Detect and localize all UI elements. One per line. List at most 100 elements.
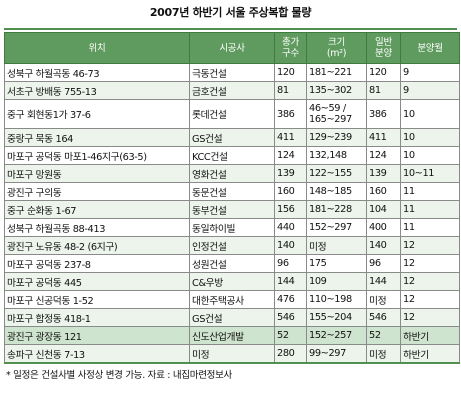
cell-builder: 대한주택공사 bbox=[189, 290, 275, 309]
cell-builder: KCC건설 bbox=[189, 146, 275, 165]
cell-general: 124 bbox=[366, 146, 401, 165]
cell-general: 96 bbox=[366, 254, 401, 273]
cell-total: 476 bbox=[274, 290, 307, 309]
table-row: 마포구 신공덕동 1-52 대한주택공사 476 110~198 미정 12 bbox=[4, 290, 460, 309]
cell-location: 성북구 하월곡동 46-73 bbox=[4, 63, 190, 82]
cell-location: 마포구 망원동 bbox=[4, 164, 190, 183]
cell-month: 11 bbox=[400, 182, 460, 201]
cell-location: 광진구 광장동 121 bbox=[4, 326, 190, 345]
table-row: 광진구 노유동 48-2 (6지구) 인정건설 140 미정 140 12 bbox=[4, 236, 460, 255]
cell-builder: 동부건설 bbox=[189, 200, 275, 219]
table-row: 마포구 공덕동 237-8 성원건설 96 175 96 12 bbox=[4, 254, 460, 273]
cell-month: 10~11 bbox=[400, 164, 460, 183]
table-header-row: 위치 시공사 총가 구수 크기 (m²) 일반 분양 분양월 bbox=[4, 32, 460, 64]
cell-builder: 동일하이빌 bbox=[189, 218, 275, 237]
header-size: 크기 (m²) bbox=[306, 32, 367, 64]
table-row: 서초구 방배동 755-13 금호건설 81 135~302 81 9 bbox=[4, 81, 460, 100]
cell-total: 139 bbox=[274, 164, 307, 183]
cell-month: 9 bbox=[400, 63, 460, 82]
cell-builder: 극동건설 bbox=[189, 63, 275, 82]
cell-month: 10 bbox=[400, 146, 460, 165]
cell-month: 12 bbox=[400, 254, 460, 273]
cell-general: 81 bbox=[366, 81, 401, 100]
cell-location: 마포구 공덕동 마포1-46지구(63-5) bbox=[4, 146, 190, 165]
cell-builder: 동문건설 bbox=[189, 182, 275, 201]
table-row: 성북구 하월곡동 46-73 극동건설 120 181~221 120 9 bbox=[4, 63, 460, 82]
cell-total: 411 bbox=[274, 128, 307, 147]
cell-general: 미정 bbox=[366, 290, 401, 309]
cell-builder: 신도산업개발 bbox=[189, 326, 275, 345]
table-row: 광진구 구의동 동문건설 160 148~185 160 11 bbox=[4, 182, 460, 201]
header-general-sale: 일반 분양 bbox=[366, 32, 401, 64]
table-row: 마포구 공덕동 445 C&우방 144 109 144 12 bbox=[4, 272, 460, 291]
cell-month: 9 bbox=[400, 81, 460, 100]
cell-general: 160 bbox=[366, 182, 401, 201]
cell-total: 160 bbox=[274, 182, 307, 201]
cell-size: 109 bbox=[306, 272, 367, 291]
cell-total: 440 bbox=[274, 218, 307, 237]
cell-location: 마포구 공덕동 445 bbox=[4, 272, 190, 291]
cell-general: 144 bbox=[366, 272, 401, 291]
cell-month: 12 bbox=[400, 290, 460, 309]
cell-total: 120 bbox=[274, 63, 307, 82]
cell-size: 155~204 bbox=[306, 308, 367, 327]
cell-size: 175 bbox=[306, 254, 367, 273]
cell-total: 144 bbox=[274, 272, 307, 291]
cell-total: 280 bbox=[274, 344, 307, 364]
table-row: 성북구 하월곡동 88-413 동일하이빌 440 152~297 400 11 bbox=[4, 218, 460, 237]
table-row: 마포구 합정동 418-1 GS건설 546 155~204 546 12 bbox=[4, 308, 460, 327]
header-sale-month: 분양월 bbox=[400, 32, 460, 64]
cell-size: 132,148 bbox=[306, 146, 367, 165]
cell-general: 546 bbox=[366, 308, 401, 327]
table-row: 송파구 신천동 7-13 미정 280 99~297 미정 하반기 bbox=[4, 344, 460, 364]
cell-total: 140 bbox=[274, 236, 307, 255]
table-row: 마포구 공덕동 마포1-46지구(63-5) KCC건설 124 132,148 124… bbox=[4, 146, 460, 165]
cell-size: 46~59 /165~297 bbox=[306, 99, 367, 129]
cell-builder: GS건설 bbox=[189, 308, 275, 327]
table-row: 중구 회현동1가 37-6 롯데건설 386 46~59 /165~297 386 10 bbox=[4, 99, 460, 129]
cell-month: 10 bbox=[400, 128, 460, 147]
cell-location: 중랑구 묵동 164 bbox=[4, 128, 190, 147]
cell-location: 마포구 신공덕동 1-52 bbox=[4, 290, 190, 309]
cell-size: 181~221 bbox=[306, 63, 367, 82]
cell-total: 96 bbox=[274, 254, 307, 273]
cell-size: 110~198 bbox=[306, 290, 367, 309]
cell-month: 11 bbox=[400, 200, 460, 219]
cell-general: 139 bbox=[366, 164, 401, 183]
cell-size: 122~155 bbox=[306, 164, 367, 183]
cell-location: 마포구 합정동 418-1 bbox=[4, 308, 190, 327]
title-divider bbox=[4, 28, 457, 30]
supply-table: 위치 시공사 총가 구수 크기 (m²) 일반 분양 분양월 성북구 하월곡동 46-… bbox=[4, 32, 460, 364]
table-row: 중랑구 묵동 164 GS건설 411 129~239 411 10 bbox=[4, 128, 460, 147]
table-row: 중구 순화동 1-67 동부건설 156 181~228 104 11 bbox=[4, 200, 460, 219]
cell-location: 서초구 방배동 755-13 bbox=[4, 81, 190, 100]
cell-location: 성북구 하월곡동 88-413 bbox=[4, 218, 190, 237]
cell-month: 하반기 bbox=[400, 326, 460, 345]
cell-general: 52 bbox=[366, 326, 401, 345]
cell-size: 148~185 bbox=[306, 182, 367, 201]
cell-general: 386 bbox=[366, 99, 401, 129]
table-row: 광진구 광장동 121 신도산업개발 52 152~257 52 하반기 bbox=[4, 326, 460, 345]
cell-general: 140 bbox=[366, 236, 401, 255]
cell-location: 중구 순화동 1-67 bbox=[4, 200, 190, 219]
cell-size: 99~297 bbox=[306, 344, 367, 364]
cell-total: 386 bbox=[274, 99, 307, 129]
cell-builder: C&우방 bbox=[189, 272, 275, 291]
cell-size: 152~257 bbox=[306, 326, 367, 345]
cell-month: 10 bbox=[400, 99, 460, 129]
cell-location: 송파구 신천동 7-13 bbox=[4, 344, 190, 364]
cell-builder: 금호건설 bbox=[189, 81, 275, 100]
cell-general: 104 bbox=[366, 200, 401, 219]
cell-size: 129~239 bbox=[306, 128, 367, 147]
footnote: * 일정은 건설사별 사정상 변경 가능. 자료 : 내집마련정보사 bbox=[6, 370, 232, 381]
cell-total: 156 bbox=[274, 200, 307, 219]
cell-general: 411 bbox=[366, 128, 401, 147]
cell-general: 미정 bbox=[366, 344, 401, 364]
cell-location: 광진구 구의동 bbox=[4, 182, 190, 201]
header-builder: 시공사 bbox=[189, 32, 275, 64]
cell-builder: 미정 bbox=[189, 344, 275, 364]
cell-location: 광진구 노유동 48-2 (6지구) bbox=[4, 236, 190, 255]
cell-size: 152~297 bbox=[306, 218, 367, 237]
cell-total: 81 bbox=[274, 81, 307, 100]
table-row: 마포구 망원동 영화건설 139 122~155 139 10~11 bbox=[4, 164, 460, 183]
